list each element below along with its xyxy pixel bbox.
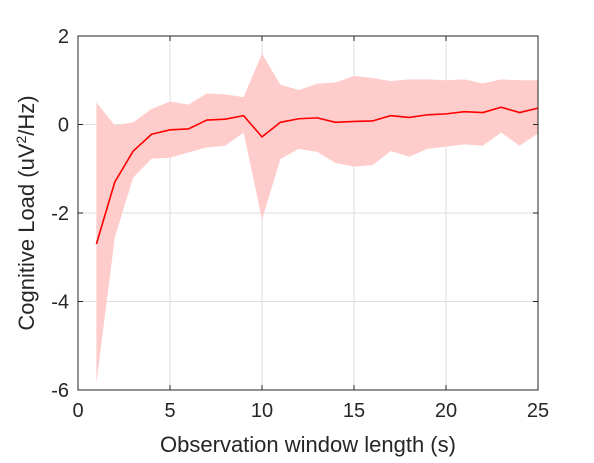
- x-axis-title: Observation window length (s): [160, 432, 456, 457]
- confidence-band: [96, 53, 539, 384]
- x-tick-label: 25: [527, 400, 549, 422]
- x-tick-label: 20: [435, 400, 457, 422]
- y-axis-title-main: Cognitive Load (uV: [14, 143, 39, 330]
- x-tick-label: 0: [72, 400, 83, 422]
- mean-line-layer: [95, 106, 539, 245]
- y-tick-label: -2: [51, 203, 69, 225]
- y-tick-label: -6: [51, 380, 69, 402]
- y-axis-ticks: -6 -4 -2 0 2: [51, 26, 538, 402]
- y-axis-title-sup: 2: [13, 136, 29, 144]
- y-axis-title-rest: /Hz): [14, 95, 39, 135]
- y-tick-label: 0: [58, 115, 69, 137]
- mean-line: [95, 106, 539, 245]
- x-tick-label: 5: [164, 400, 175, 422]
- y-tick-label: -4: [51, 292, 69, 314]
- confidence-band-layer: [96, 53, 539, 384]
- x-axis-ticks: 0 5 10 15 20 25: [72, 36, 549, 422]
- x-tick-label: 15: [343, 400, 365, 422]
- y-tick-label: 2: [58, 26, 69, 48]
- y-axis-title: Cognitive Load (uV2/Hz): [13, 95, 39, 330]
- x-tick-label: 10: [251, 400, 273, 422]
